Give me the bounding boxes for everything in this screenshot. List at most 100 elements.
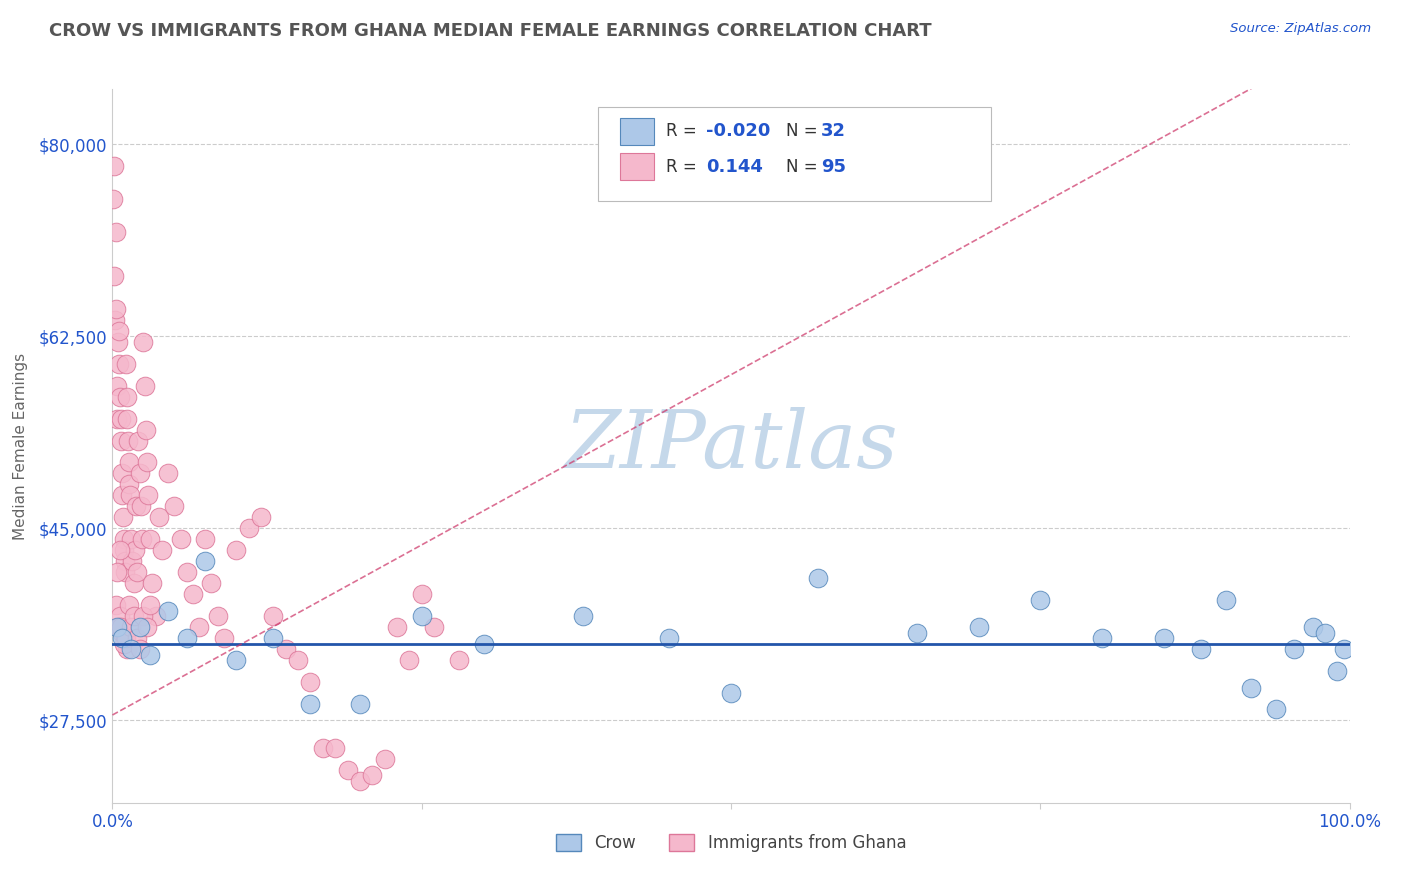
Point bbox=[658, 631, 681, 645]
Point bbox=[447, 653, 470, 667]
Point bbox=[105, 378, 128, 392]
Point bbox=[117, 455, 139, 469]
Text: N =: N = bbox=[786, 122, 823, 140]
Point bbox=[107, 620, 129, 634]
Point bbox=[135, 423, 157, 437]
Point bbox=[117, 598, 139, 612]
Point bbox=[145, 609, 167, 624]
Point bbox=[349, 773, 371, 788]
Point bbox=[323, 740, 346, 755]
Point bbox=[299, 697, 322, 711]
Point bbox=[103, 159, 125, 173]
Legend: Crow, Immigrants from Ghana: Crow, Immigrants from Ghana bbox=[550, 827, 912, 859]
Point bbox=[127, 434, 149, 448]
Point bbox=[108, 543, 131, 558]
Point bbox=[111, 488, 134, 502]
Point bbox=[157, 604, 180, 618]
Point bbox=[117, 642, 139, 657]
Point bbox=[1240, 681, 1263, 695]
Point bbox=[225, 543, 247, 558]
Point bbox=[101, 192, 124, 206]
Text: Source: ZipAtlas.com: Source: ZipAtlas.com bbox=[1230, 22, 1371, 36]
Point bbox=[169, 533, 191, 547]
Point bbox=[129, 500, 152, 514]
Point bbox=[1091, 631, 1114, 645]
Point bbox=[120, 620, 142, 634]
Point bbox=[1153, 631, 1175, 645]
Point bbox=[571, 609, 593, 624]
Point bbox=[1333, 642, 1355, 657]
Point bbox=[163, 500, 186, 514]
Point bbox=[111, 467, 134, 481]
Point bbox=[905, 625, 928, 640]
Point bbox=[132, 609, 155, 624]
Point bbox=[148, 510, 170, 524]
Point bbox=[127, 631, 149, 645]
Point bbox=[411, 609, 433, 624]
Point bbox=[108, 390, 131, 404]
Point bbox=[128, 467, 150, 481]
Text: 95: 95 bbox=[821, 158, 846, 176]
Point bbox=[108, 357, 131, 371]
Text: R =: R = bbox=[666, 122, 703, 140]
Point bbox=[194, 533, 217, 547]
Point bbox=[188, 620, 211, 634]
Point bbox=[108, 609, 131, 624]
Point bbox=[105, 301, 128, 316]
Point bbox=[104, 312, 127, 326]
Point bbox=[110, 411, 132, 425]
Point bbox=[112, 543, 135, 558]
Point bbox=[720, 686, 742, 700]
Point bbox=[138, 488, 160, 502]
Point bbox=[127, 566, 149, 580]
Point bbox=[398, 653, 420, 667]
Point bbox=[411, 587, 433, 601]
Point bbox=[274, 642, 297, 657]
Point bbox=[114, 631, 136, 645]
Point bbox=[128, 642, 150, 657]
Text: ZIPatlas: ZIPatlas bbox=[564, 408, 898, 484]
Point bbox=[105, 598, 128, 612]
Point bbox=[114, 554, 136, 568]
Point bbox=[200, 576, 222, 591]
Point bbox=[103, 268, 125, 283]
Point bbox=[110, 434, 132, 448]
Point bbox=[176, 566, 198, 580]
Text: 0.144: 0.144 bbox=[706, 158, 762, 176]
Point bbox=[121, 554, 143, 568]
Point bbox=[141, 576, 163, 591]
Point bbox=[212, 631, 235, 645]
Point bbox=[115, 390, 138, 404]
Point bbox=[138, 533, 160, 547]
Point bbox=[118, 477, 141, 491]
Point bbox=[1313, 625, 1336, 640]
Point bbox=[136, 620, 159, 634]
Point bbox=[132, 334, 155, 349]
Point bbox=[120, 533, 142, 547]
Point bbox=[1302, 620, 1324, 634]
Point bbox=[136, 455, 159, 469]
Point bbox=[122, 609, 145, 624]
Point bbox=[134, 378, 156, 392]
Point bbox=[250, 510, 273, 524]
Point bbox=[1215, 592, 1237, 607]
Point bbox=[1282, 642, 1305, 657]
Point bbox=[1326, 664, 1348, 678]
Point bbox=[262, 609, 284, 624]
Point bbox=[194, 554, 217, 568]
Point bbox=[238, 521, 260, 535]
Point bbox=[157, 467, 180, 481]
Point bbox=[472, 637, 495, 651]
Point bbox=[112, 637, 135, 651]
Point bbox=[117, 411, 139, 425]
Point bbox=[128, 620, 150, 634]
Point bbox=[150, 543, 173, 558]
Point bbox=[361, 768, 384, 782]
Point bbox=[349, 697, 371, 711]
Point bbox=[207, 609, 229, 624]
Y-axis label: Median Female Earnings: Median Female Earnings bbox=[13, 352, 28, 540]
Point bbox=[1264, 702, 1286, 716]
Point bbox=[138, 598, 160, 612]
Point bbox=[115, 357, 138, 371]
Point bbox=[138, 648, 160, 662]
